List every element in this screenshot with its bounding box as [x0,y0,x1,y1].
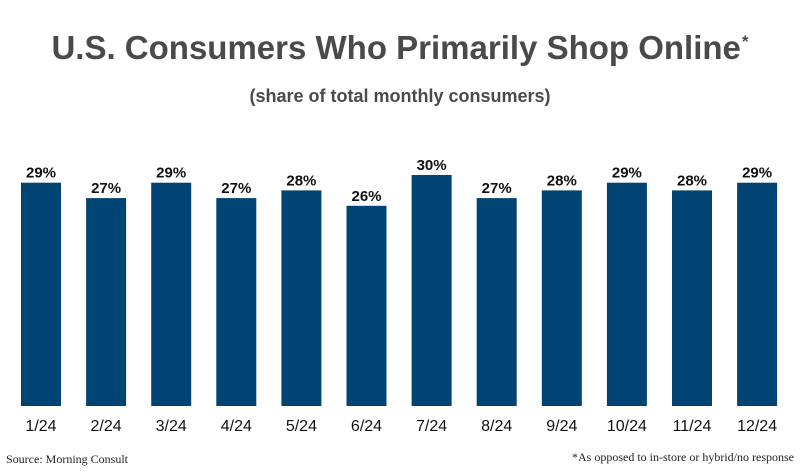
bar-2-24 [86,198,127,406]
value-label-4-24: 27% [221,180,251,197]
bar-3-24 [151,182,192,406]
category-label-6-24: 6/24 [351,418,382,435]
category-label-3-24: 3/24 [156,418,187,435]
chart-title: U.S. Consumers Who Primarily Shop Online… [0,29,800,66]
category-label-1-24: 1/24 [25,418,56,435]
bar-9-24 [541,190,582,406]
category-label-11-24: 11/24 [673,418,712,435]
value-label-9-24: 28% [547,172,577,189]
category-label-12-24: 12/24 [737,418,777,435]
value-label-3-24: 29% [156,165,186,182]
bar-11-24 [672,190,712,406]
value-label-5-24: 28% [286,172,316,189]
category-label-4-24: 4/24 [221,418,252,435]
value-label-6-24: 26% [351,188,381,205]
bar-12-24 [737,182,778,406]
category-label-7-24: 7/24 [416,418,447,435]
bar-4-24 [216,198,257,406]
value-label-7-24: 30% [417,157,447,174]
bar-10-24 [606,182,647,406]
source-note: Source: Morning Consult [6,452,128,466]
bar-5-24 [281,190,322,406]
bar-8-24 [476,198,517,406]
bar-6-24 [346,205,387,406]
category-label-5-24: 5/24 [286,418,317,435]
value-label-2-24: 27% [91,180,121,197]
value-label-8-24: 27% [482,180,512,197]
footnote: *As opposed to in-store or hybrid/no res… [572,450,794,464]
chart-subtitle: (share of total monthly consumers) [249,86,551,106]
bar-1-24 [21,182,61,406]
title-footnote-marker: * [741,32,749,51]
bar-7-24 [411,175,452,406]
category-label-8-24: 8/24 [481,418,512,435]
value-label-1-24: 29% [26,165,56,182]
category-label-10-24: 10/24 [607,418,647,435]
value-label-12-24: 29% [742,165,772,182]
category-label-9-24: 9/24 [546,418,577,435]
chart-title-text: U.S. Consumers Who Primarily Shop Online [51,29,741,66]
value-label-11-24: 28% [677,172,707,189]
value-label-10-24: 29% [612,165,642,182]
category-label-2-24: 2/24 [91,418,122,435]
